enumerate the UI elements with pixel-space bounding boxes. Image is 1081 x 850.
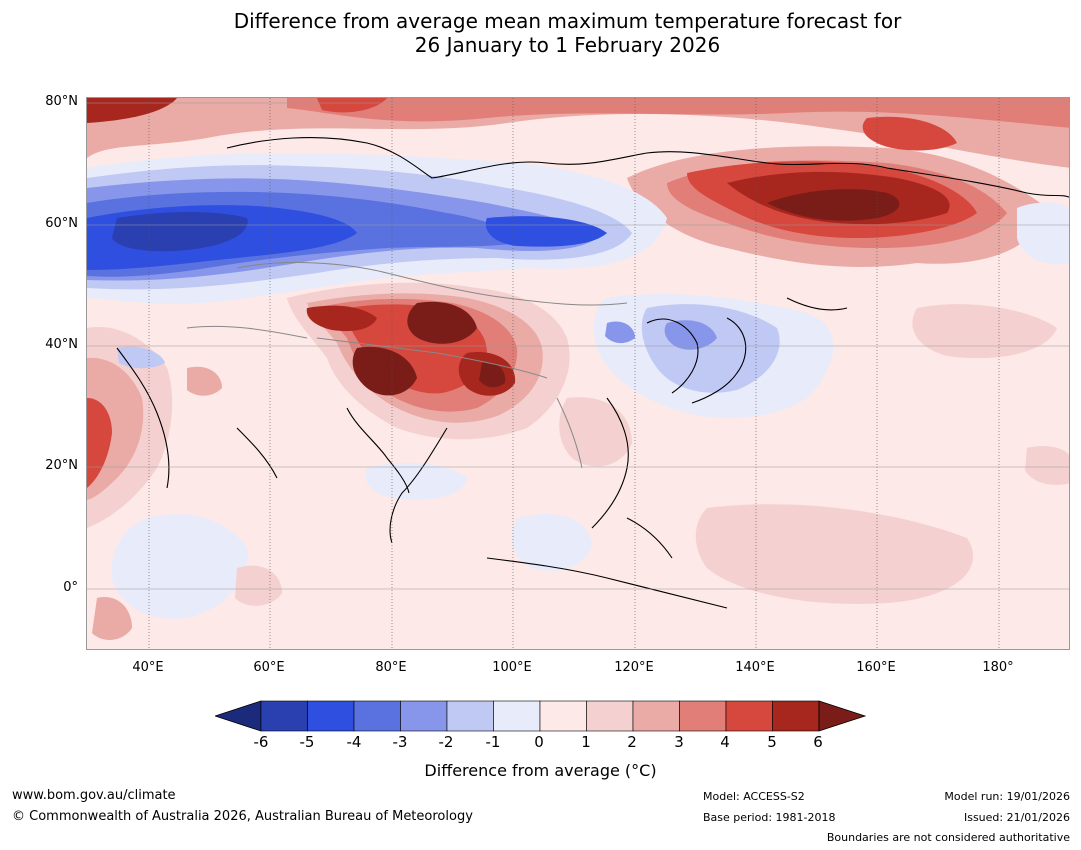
colorbar [215,700,867,732]
colorbar-cell [400,700,448,732]
colorbar-tick: 3 [674,733,684,751]
colorbar-cell [772,700,820,732]
colorbar-tick: -3 [392,733,408,751]
lat-label-0: 0° [63,580,78,595]
lon-label-100e: 100°E [492,660,532,675]
colorbar-tick: 1 [581,733,591,751]
colorbar-extend-high [818,700,867,732]
copyright-text: © Commonwealth of Australia 2026, Austra… [12,809,473,824]
lon-label-80e: 80°E [375,660,407,675]
colorbar-cell [632,700,680,732]
colorbar-tick: -5 [299,733,315,751]
lat-label-40n: 40°N [45,337,78,352]
map-canvas [87,98,1069,649]
colorbar-cell [493,700,541,732]
colorbar-cell [679,700,727,732]
lon-label-140e: 140°E [735,660,775,675]
colorbar-cell [260,700,308,732]
lat-label-80n: 80°N [45,94,78,109]
model-run: Model run: 19/01/2026 [944,790,1070,803]
colorbar-cell [353,700,401,732]
colorbar-tick: -6 [253,733,269,751]
colorbar-tick: -4 [346,733,362,751]
colorbar-cell [725,700,773,732]
colorbar-tick: 0 [534,733,544,751]
lon-label-120e: 120°E [614,660,654,675]
lon-label-160e: 160°E [856,660,896,675]
title-line-2: 26 January to 1 February 2026 [414,33,721,57]
lon-label-180: 180° [982,660,1014,675]
colorbar-cell [539,700,587,732]
colorbar-cell [307,700,355,732]
colorbar-cell [586,700,634,732]
issued-date: Issued: 21/01/2026 [963,811,1070,824]
colorbar-tick: -1 [485,733,501,751]
colorbar-tick: 6 [813,733,823,751]
colorbar-extend-low [215,700,262,732]
model-name: Model: ACCESS-S2 [703,790,805,803]
lon-label-40e: 40°E [132,660,164,675]
boundaries-disclaimer: Boundaries are not considered authoritat… [826,831,1070,844]
temperature-anomaly-map [86,97,1070,650]
lat-label-60n: 60°N [45,216,78,231]
base-period: Base period: 1981-2018 [703,811,836,824]
lat-label-20n: 20°N [45,458,78,473]
colorbar-tick: 5 [767,733,777,751]
colorbar-tick: 2 [627,733,637,751]
title-line-1: Difference from average mean maximum tem… [233,9,902,33]
website-link[interactable]: www.bom.gov.au/climate [12,788,176,803]
lon-label-60e: 60°E [253,660,285,675]
map-title: Difference from average mean maximum tem… [0,9,1081,57]
colorbar-tick: -2 [438,733,454,751]
colorbar-label: Difference from average (°C) [424,761,657,780]
colorbar-cell [446,700,494,732]
colorbar-tick: 4 [720,733,730,751]
